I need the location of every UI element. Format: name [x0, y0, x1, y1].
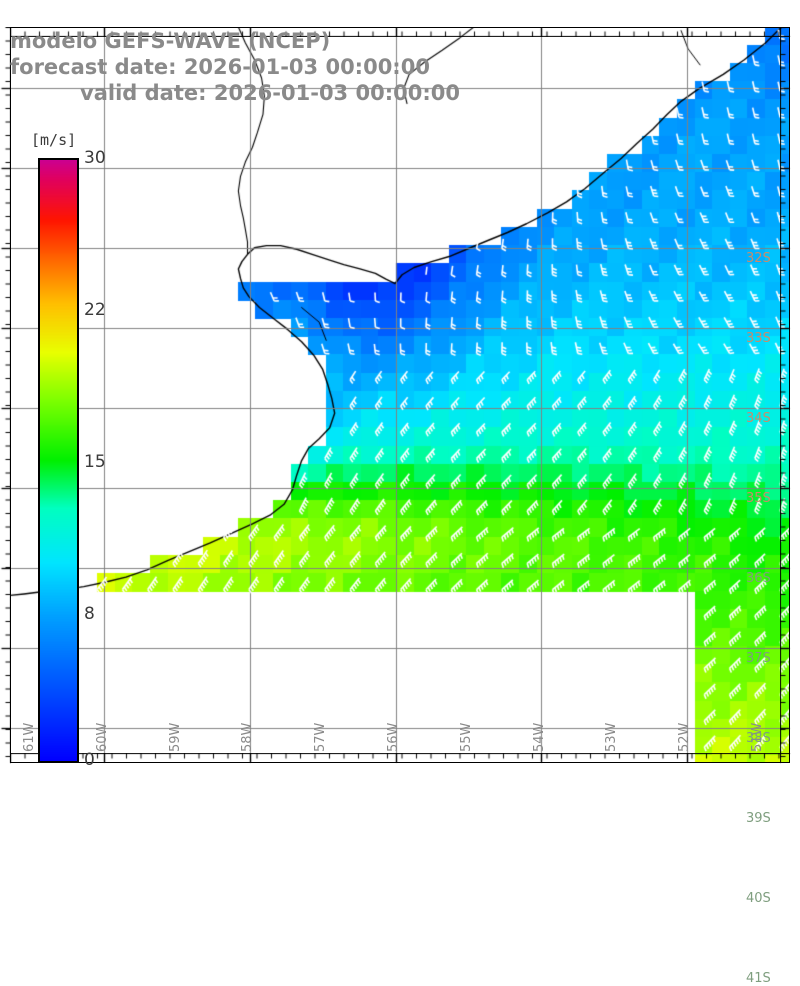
lon-label-59W: 59W — [167, 722, 183, 752]
lat-label-36S: 36S — [746, 571, 771, 586]
lon-label-58W: 58W — [240, 722, 256, 752]
colorbar[interactable] — [38, 158, 79, 763]
screenshot-root: 61W 60W 59W 58W 57W 56W 55W 54W 53W 52W 51W 32S 33S… — [0, 27, 791, 986]
lon-label-52W: 52W — [677, 722, 693, 752]
lon-label-56W: 56W — [386, 722, 401, 752]
lat-label-33S: 33S — [746, 331, 771, 346]
lat-label-35S: 35S — [746, 491, 771, 506]
map-plot-area[interactable] — [10, 27, 790, 763]
lat-label-34S: 34S — [746, 411, 771, 426]
lon-label-57W: 57W — [313, 722, 329, 752]
colorbar-tick-30: 30 — [84, 148, 106, 168]
wind-barb-layer — [10, 27, 790, 763]
lat-label-37S: 37S — [746, 651, 771, 666]
lat-label-40S: 40S — [746, 891, 771, 906]
lon-label-54W: 54W — [531, 722, 547, 752]
colorbar-tick-22: 22 — [84, 300, 106, 320]
map-title-block: modelo GEFS-WAVE (NCEP) forecast date: 2… — [10, 28, 530, 106]
lat-label-39S: 39S — [746, 811, 771, 826]
colorbar-unit-label: [m/s] — [31, 131, 77, 149]
title-model-line: modelo GEFS-WAVE (NCEP) — [10, 29, 331, 53]
colorbar-gradient — [38, 158, 79, 763]
lat-label-32S: 32S — [746, 251, 771, 266]
bottom-tick-rail — [10, 753, 791, 764]
left-tick-rail — [0, 27, 11, 764]
title-forecast-date: forecast date: 2026-01-03 00:00:00 — [10, 55, 430, 79]
lon-label-60W: 60W — [94, 722, 110, 752]
colorbar-tick-0: 0 — [84, 750, 95, 770]
lon-label-61W: 61W — [22, 722, 37, 752]
lat-label-38S: 38S — [746, 731, 771, 746]
title-valid-date: valid date: 2026-01-03 00:00:00 — [80, 81, 460, 105]
right-tick-rail — [780, 27, 791, 764]
colorbar-tick-15: 15 — [84, 452, 106, 472]
colorbar-tick-8: 8 — [84, 604, 95, 624]
top-tick-rail — [10, 27, 791, 37]
lat-label-41S: 41S — [746, 971, 771, 986]
lon-label-55W: 55W — [458, 722, 474, 752]
lon-label-53W: 53W — [604, 722, 620, 752]
